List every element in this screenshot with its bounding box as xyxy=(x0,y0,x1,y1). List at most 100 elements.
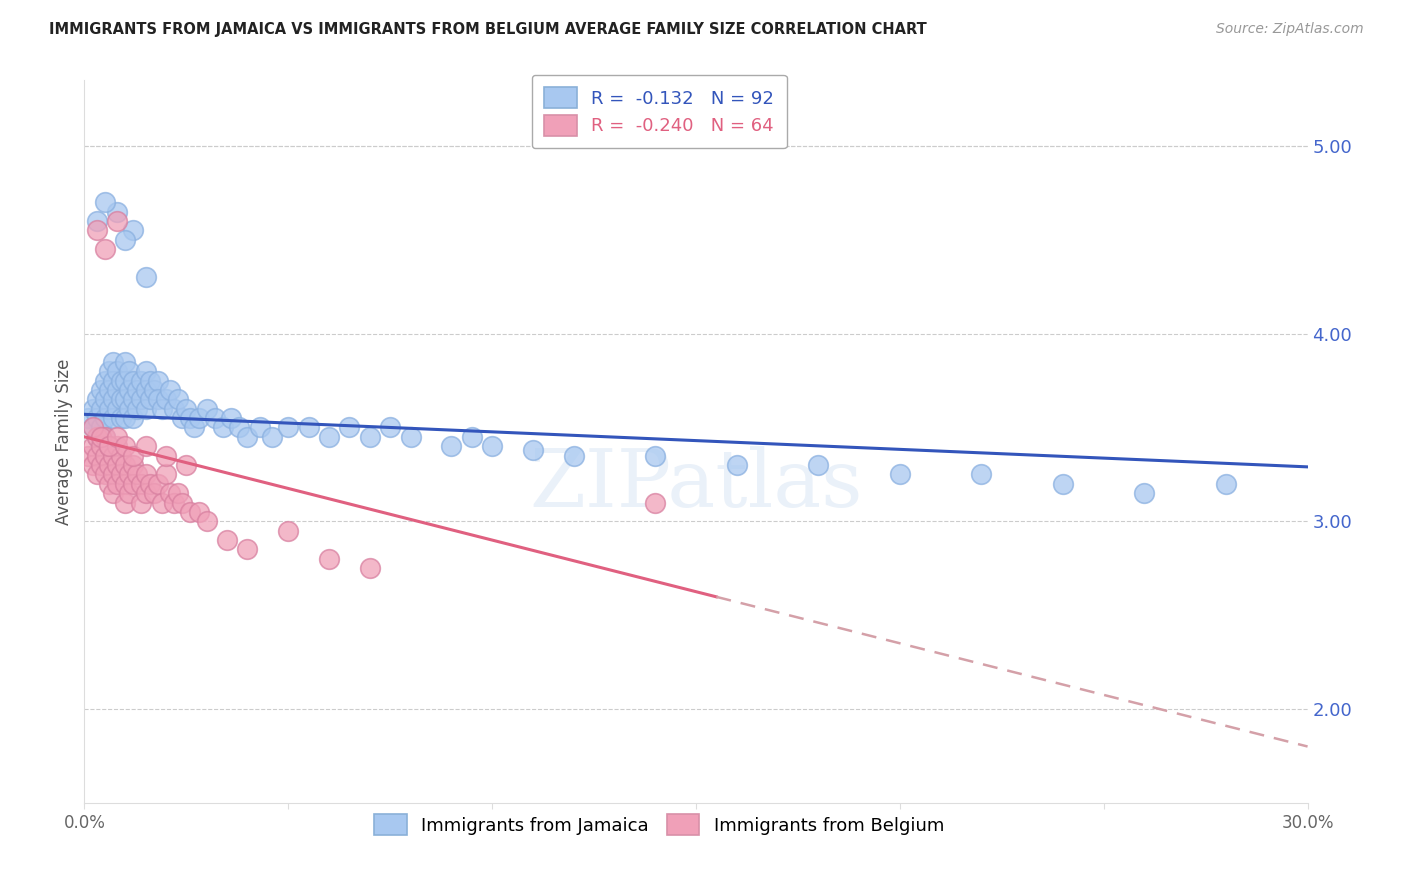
Point xyxy=(131,495,153,509)
Point xyxy=(105,401,128,416)
Point xyxy=(110,449,132,463)
Point xyxy=(101,411,124,425)
Point xyxy=(114,439,136,453)
Point xyxy=(114,458,136,472)
Point xyxy=(187,411,209,425)
Point xyxy=(807,458,830,472)
Point xyxy=(228,420,250,434)
Point xyxy=(138,476,160,491)
Point xyxy=(481,439,503,453)
Point xyxy=(118,383,141,397)
Point xyxy=(174,458,197,472)
Point xyxy=(970,467,993,482)
Point xyxy=(122,223,145,237)
Point xyxy=(105,364,128,378)
Point xyxy=(167,392,190,407)
Point xyxy=(138,392,160,407)
Point xyxy=(114,355,136,369)
Point xyxy=(110,411,132,425)
Point xyxy=(131,374,153,388)
Point xyxy=(110,374,132,388)
Point xyxy=(114,411,136,425)
Point xyxy=(183,420,205,434)
Point xyxy=(90,383,112,397)
Point xyxy=(359,561,381,575)
Point xyxy=(105,476,128,491)
Point xyxy=(135,270,157,285)
Point xyxy=(118,486,141,500)
Point xyxy=(93,242,115,256)
Point xyxy=(101,374,124,388)
Point xyxy=(380,420,402,434)
Point xyxy=(105,214,128,228)
Point xyxy=(339,420,361,434)
Point xyxy=(135,467,157,482)
Text: Source: ZipAtlas.com: Source: ZipAtlas.com xyxy=(1216,22,1364,37)
Point xyxy=(155,449,177,463)
Point xyxy=(122,411,145,425)
Point xyxy=(93,430,115,444)
Point xyxy=(118,364,141,378)
Point xyxy=(77,449,100,463)
Point xyxy=(82,439,104,453)
Point xyxy=(219,411,242,425)
Point xyxy=(135,439,157,453)
Text: IMMIGRANTS FROM JAMAICA VS IMMIGRANTS FROM BELGIUM AVERAGE FAMILY SIZE CORRELATI: IMMIGRANTS FROM JAMAICA VS IMMIGRANTS FR… xyxy=(49,22,927,37)
Point xyxy=(86,430,108,444)
Point xyxy=(93,411,115,425)
Point xyxy=(127,401,149,416)
Point xyxy=(101,392,124,407)
Point xyxy=(82,458,104,472)
Point xyxy=(172,495,194,509)
Point xyxy=(114,495,136,509)
Point xyxy=(122,458,145,472)
Point xyxy=(277,420,299,434)
Point xyxy=(889,467,911,482)
Point xyxy=(93,467,115,482)
Point xyxy=(725,458,748,472)
Point xyxy=(105,430,128,444)
Point xyxy=(644,449,666,463)
Point xyxy=(93,430,115,444)
Point xyxy=(97,439,120,453)
Point xyxy=(146,374,169,388)
Point xyxy=(217,533,239,547)
Point xyxy=(146,392,169,407)
Point xyxy=(135,383,157,397)
Point xyxy=(131,392,153,407)
Point xyxy=(101,355,124,369)
Point xyxy=(318,430,340,444)
Point xyxy=(86,223,108,237)
Y-axis label: Average Family Size: Average Family Size xyxy=(55,359,73,524)
Point xyxy=(86,214,108,228)
Point xyxy=(159,486,181,500)
Point xyxy=(90,430,112,444)
Point xyxy=(114,233,136,247)
Point xyxy=(155,467,177,482)
Point xyxy=(167,486,190,500)
Point xyxy=(93,449,115,463)
Point xyxy=(110,467,132,482)
Point xyxy=(82,420,104,434)
Point xyxy=(82,401,104,416)
Point xyxy=(90,401,112,416)
Point xyxy=(101,467,124,482)
Point xyxy=(318,551,340,566)
Point xyxy=(86,449,108,463)
Point xyxy=(195,514,218,528)
Point xyxy=(187,505,209,519)
Point xyxy=(562,449,585,463)
Point xyxy=(461,430,484,444)
Point xyxy=(101,449,124,463)
Point xyxy=(97,364,120,378)
Point xyxy=(135,401,157,416)
Point xyxy=(122,476,145,491)
Point xyxy=(93,392,115,407)
Point xyxy=(86,430,108,444)
Point xyxy=(97,401,120,416)
Point xyxy=(86,467,108,482)
Point xyxy=(174,401,197,416)
Point xyxy=(86,411,108,425)
Point xyxy=(114,392,136,407)
Point xyxy=(114,374,136,388)
